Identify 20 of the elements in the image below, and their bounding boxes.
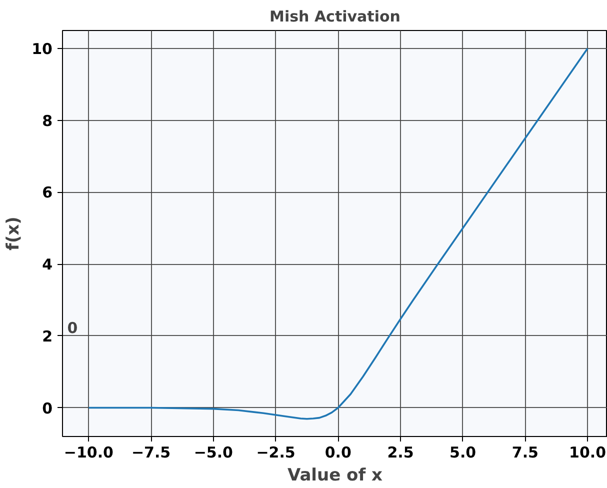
chart-title: Mish Activation xyxy=(270,8,400,26)
annotation: 0 xyxy=(67,318,78,337)
y-tick-label: 0 xyxy=(42,399,52,418)
y-tick-label: 8 xyxy=(42,112,52,130)
y-tick-label: 4 xyxy=(42,256,52,274)
y-tick-label: 6 xyxy=(42,184,52,202)
x-tick-label: 2.5 xyxy=(387,444,414,462)
x-tick-label: 10.0 xyxy=(569,444,606,462)
x-tick-label: −7.5 xyxy=(131,444,171,462)
y-axis-title: f(x) xyxy=(4,216,24,250)
line-series xyxy=(88,48,588,420)
x-axis-title: Value of x xyxy=(287,466,383,486)
x-tick-label: 5.0 xyxy=(450,444,476,462)
x-tick-label: −10.0 xyxy=(64,444,114,462)
y-tick-label: 10 xyxy=(32,40,52,58)
x-tick-label: −5.0 xyxy=(194,444,233,462)
x-tick-label: 0.0 xyxy=(324,444,352,462)
x-tick-label: −2.5 xyxy=(256,444,296,462)
y-tick-label: 2 xyxy=(42,327,52,346)
x-tick-label: 7.5 xyxy=(512,444,538,462)
